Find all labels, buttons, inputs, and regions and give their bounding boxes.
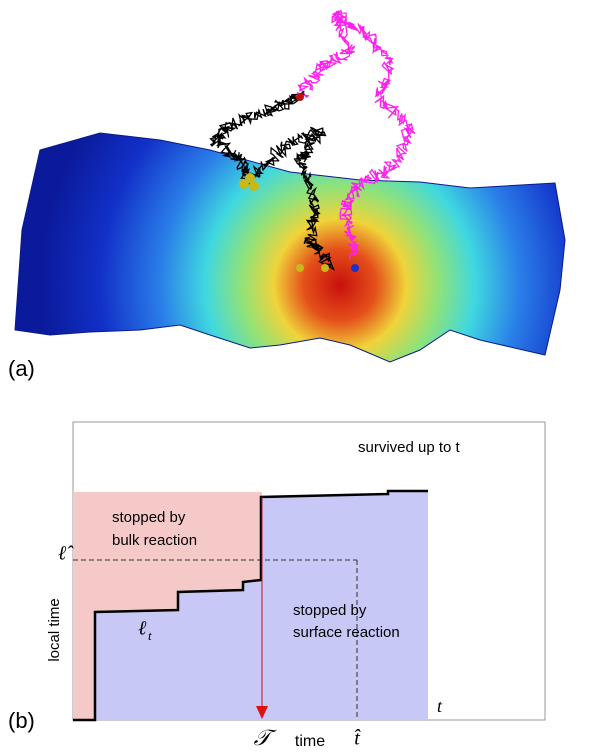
ell-t-sub: t (148, 628, 152, 643)
ell-hat: ℓ̂ (58, 543, 74, 565)
panel-label: (b) (8, 708, 35, 733)
annotation: bulk reaction (112, 532, 197, 549)
annotation: survived up to t (358, 439, 461, 456)
panel-label: (a) (8, 356, 35, 381)
panel-a: (a) (8, 11, 565, 381)
annotation: stopped by (112, 509, 186, 526)
tau: 𝒯 (254, 725, 278, 750)
figure: (a) survived up to t stopped by bulk rea… (0, 0, 589, 753)
annotation: stopped by (293, 602, 367, 619)
panel-b: survived up to t stopped by bulk reactio… (8, 422, 545, 750)
sphere (245, 173, 255, 183)
y-axis-label: local time (46, 598, 63, 661)
annotation: surface reaction (293, 624, 400, 641)
sphere (351, 264, 359, 272)
sphere (321, 264, 329, 272)
x-axis-label: time (295, 733, 325, 750)
ell-t: ℓ (138, 618, 147, 640)
surface (15, 133, 565, 362)
t-hat: t̂ (354, 728, 361, 750)
sphere (296, 264, 304, 272)
sphere (296, 93, 304, 101)
